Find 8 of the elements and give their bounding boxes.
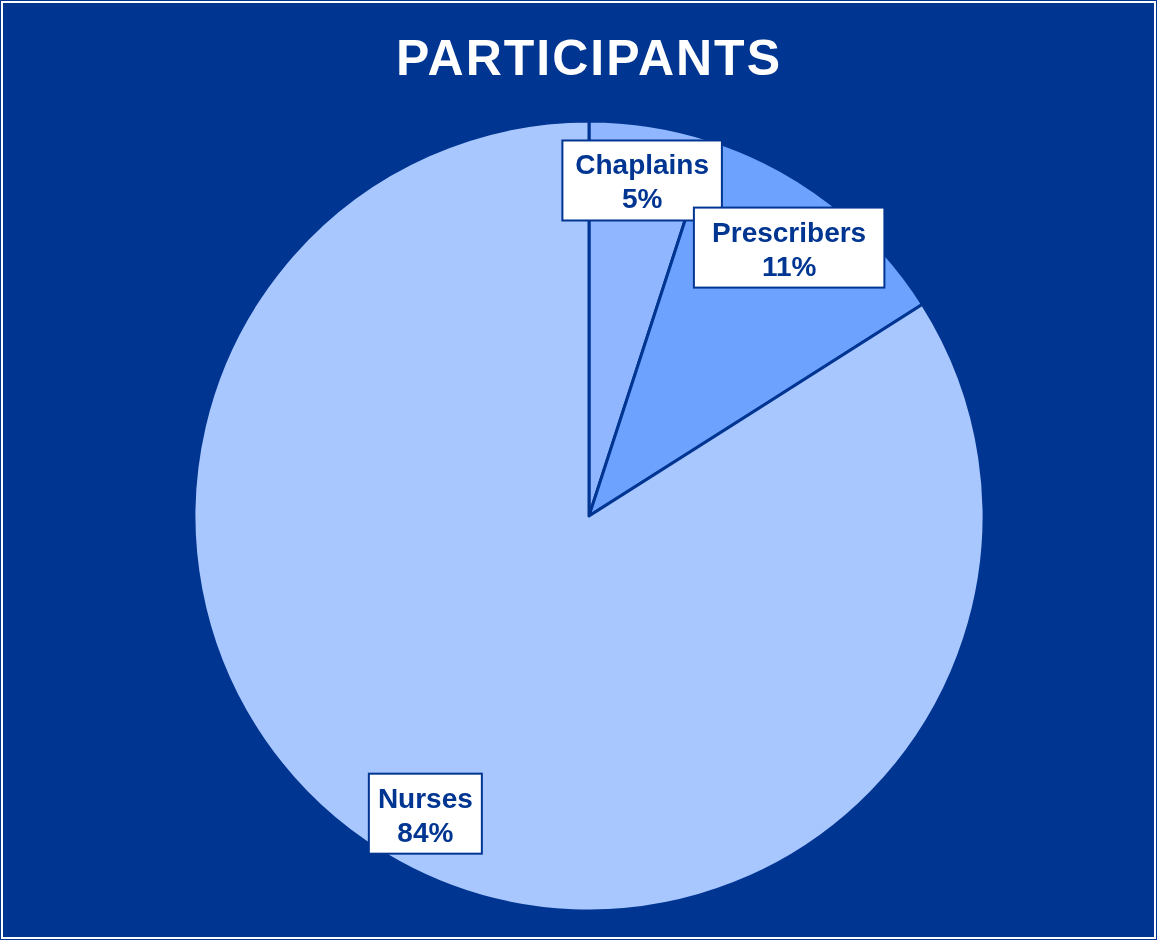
slice-label: Prescribers [712,216,867,248]
data-label: 11% [761,250,817,282]
chart-title: PARTICIPANTS [395,30,783,86]
data-label: 84% [397,816,454,848]
pie-slice [192,119,985,912]
slice-label: Chaplains [575,149,710,181]
slice-label: Nurses [377,782,473,814]
data-label: 5% [621,183,663,215]
